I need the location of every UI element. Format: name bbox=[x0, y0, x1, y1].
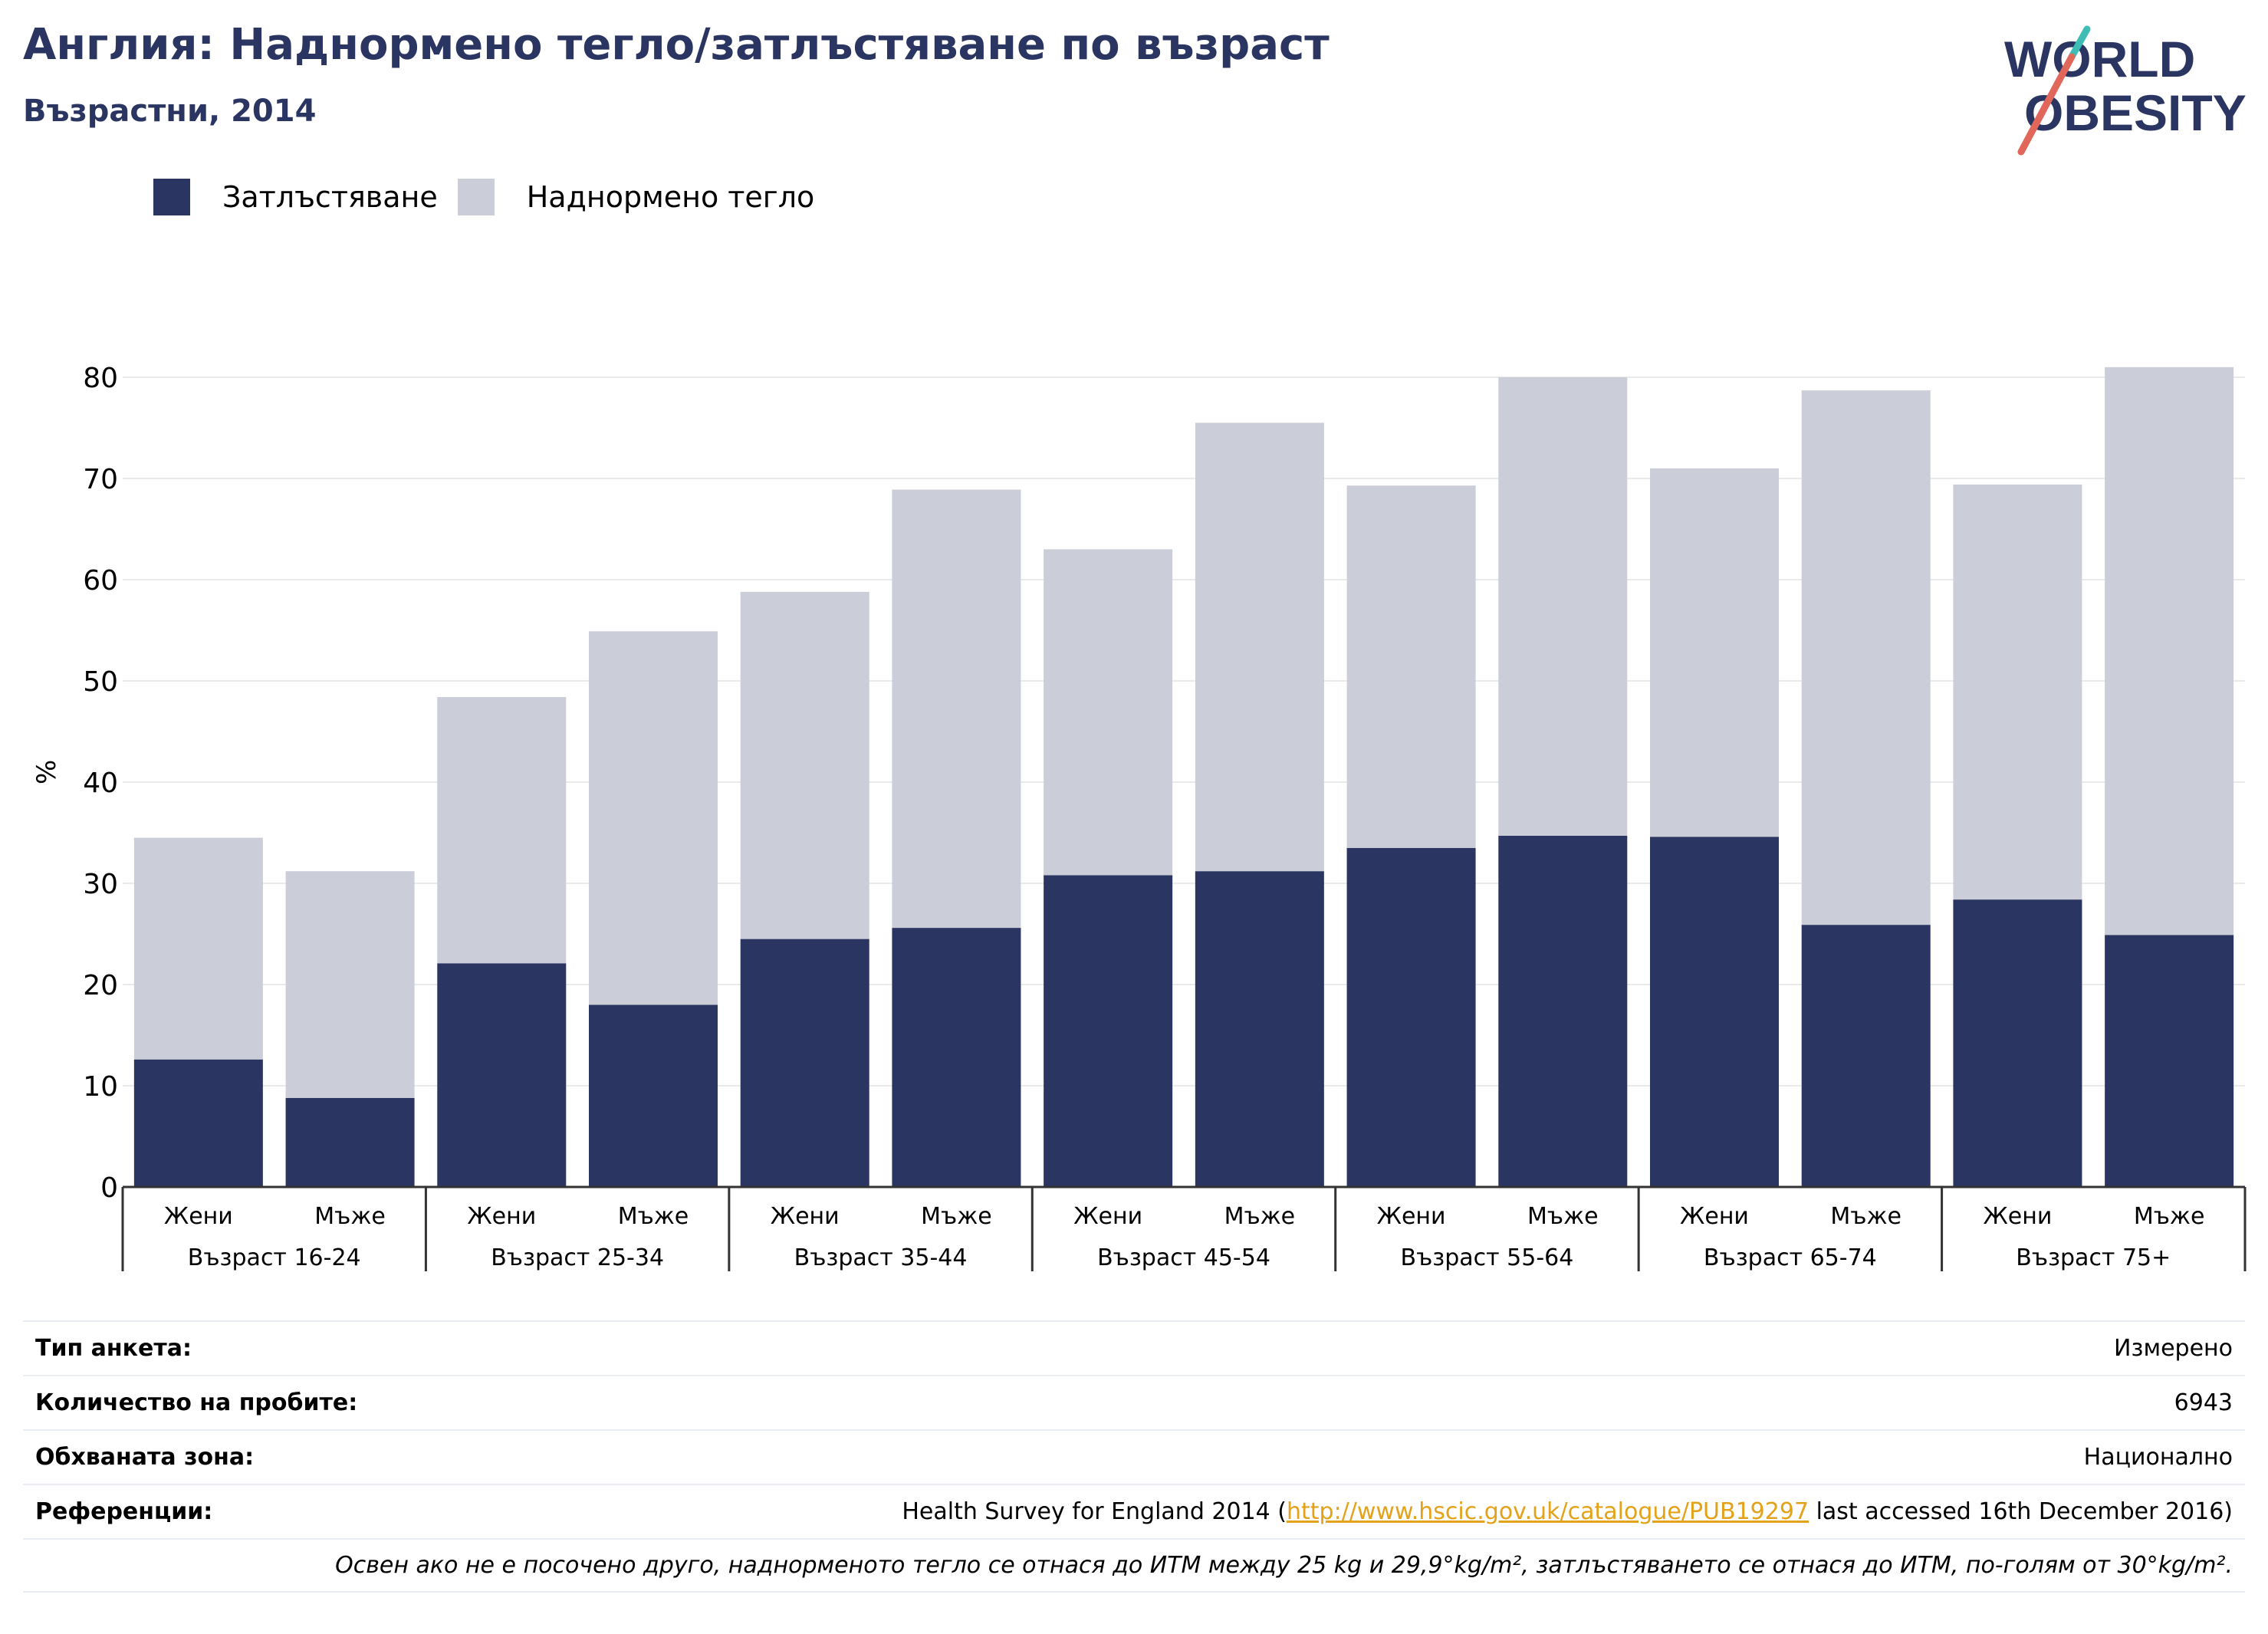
y-tick-label: 20 bbox=[83, 970, 118, 1001]
survey-type-value: Измерено bbox=[2114, 1335, 2233, 1362]
x-group-label: Възраст 55-64 bbox=[1401, 1244, 1574, 1271]
meta-row-sample-size: Количество на пробите: 6943 bbox=[23, 1375, 2245, 1429]
bar-obesity bbox=[1953, 899, 2082, 1187]
x-tick-label-sex: Жени bbox=[467, 1203, 536, 1230]
logo-text-obesity: OBESITY bbox=[2024, 84, 2247, 141]
legend-swatch-overweight bbox=[457, 179, 495, 215]
y-tick-label: 10 bbox=[83, 1071, 118, 1103]
x-tick-label-sex: Мъже bbox=[1527, 1203, 1599, 1230]
references-label: Референции: bbox=[35, 1498, 213, 1525]
meta-row-note: Освен ако не е посочено друго, наднормен… bbox=[23, 1538, 2245, 1593]
logo-slash-teal bbox=[2068, 25, 2091, 61]
bar-obesity bbox=[1801, 925, 1931, 1187]
x-tick-label-sex: Мъже bbox=[314, 1203, 386, 1230]
meta-row-survey-type: Тип анкета: Измерено bbox=[23, 1320, 2245, 1375]
x-tick-label-sex: Мъже bbox=[2134, 1203, 2205, 1230]
reference-link[interactable]: http://www.hscic.gov.uk/catalogue/PUB192… bbox=[1286, 1498, 1809, 1525]
bar-obesity bbox=[133, 1059, 263, 1187]
bar-obesity bbox=[1498, 835, 1628, 1187]
survey-type-label: Тип анкета: bbox=[35, 1335, 192, 1362]
x-tick-label-sex: Жени bbox=[1377, 1203, 1446, 1230]
x-tick-label-sex: Жени bbox=[1073, 1203, 1142, 1230]
logo-text-world: WORLD bbox=[2004, 31, 2195, 87]
bar-obesity bbox=[589, 1004, 718, 1187]
logo-slash-red bbox=[2017, 53, 2076, 156]
meta-row-references: Референции: Health Survey for England 20… bbox=[23, 1484, 2245, 1538]
x-tick-label-sex: Мъже bbox=[1830, 1203, 1902, 1230]
bar-obesity bbox=[740, 939, 869, 1187]
bar-overweight bbox=[1346, 485, 1476, 848]
legend-label-obesity: Затлъстяване bbox=[222, 180, 438, 214]
chart-legend: Затлъстяване Наднормено тегло bbox=[153, 178, 834, 216]
x-tick-label-sex: Жени bbox=[1680, 1203, 1749, 1230]
x-tick-label-sex: Мъже bbox=[1224, 1203, 1296, 1230]
world-obesity-logo: WORLD OBESITY bbox=[2004, 25, 2247, 156]
bar-obesity bbox=[1346, 847, 1476, 1187]
x-group-label: Възраст 35-44 bbox=[794, 1244, 968, 1271]
definition-note: Освен ако не е посочено друго, наднормен… bbox=[335, 1552, 2233, 1579]
x-group-label: Възраст 45-54 bbox=[1097, 1244, 1270, 1271]
legend-swatch-obesity bbox=[153, 179, 190, 215]
y-tick-label: 80 bbox=[83, 363, 118, 394]
meta-row-area: Обхваната зона: Национално bbox=[23, 1429, 2245, 1484]
bar-obesity bbox=[1195, 871, 1324, 1187]
bar-overweight bbox=[589, 631, 718, 1005]
bar-overweight bbox=[1195, 422, 1324, 872]
y-tick-label: 30 bbox=[83, 869, 118, 900]
page-title: Англия: Наднормено тегло/затлъстяване по… bbox=[23, 20, 1330, 70]
stacked-bar-chart: 0 10 20 30 40 50 60 70 80% Жени Мъже Жени Мъже Жени Мъ… bbox=[31, 363, 2247, 1271]
y-tick-label: 50 bbox=[83, 666, 118, 698]
legend-label-overweight: Наднормено тегло bbox=[526, 180, 815, 214]
area-label: Обхваната зона: bbox=[35, 1444, 255, 1471]
reference-suffix: last accessed 16th December 2016) bbox=[1809, 1498, 2233, 1525]
bar-overweight bbox=[133, 837, 263, 1060]
area-value: Национално bbox=[2083, 1444, 2233, 1471]
page-subtitle: Възрастни, 2014 bbox=[23, 94, 317, 129]
legend-item-obesity[interactable]: Затлъстяване bbox=[153, 179, 438, 215]
bar-obesity bbox=[1044, 875, 1173, 1187]
reference-prefix: Health Survey for England 2014 ( bbox=[902, 1498, 1287, 1525]
x-tick-label-sex: Мъже bbox=[618, 1203, 689, 1230]
bar-overweight bbox=[1953, 484, 2082, 900]
sample-size-value: 6943 bbox=[2174, 1389, 2233, 1416]
bar-obesity bbox=[285, 1097, 415, 1187]
x-group-label: Възраст 75+ bbox=[2016, 1244, 2171, 1271]
bar-overweight bbox=[1498, 377, 1628, 836]
x-tick-label-sex: Мъже bbox=[921, 1203, 992, 1230]
legend-item-overweight[interactable]: Наднормено тегло bbox=[457, 179, 815, 215]
y-tick-label: 0 bbox=[100, 1172, 118, 1204]
bar-obesity bbox=[2105, 935, 2234, 1187]
x-tick-label-sex: Жени bbox=[164, 1203, 233, 1230]
bar-overweight bbox=[740, 591, 869, 939]
bar-overweight bbox=[1650, 468, 1779, 837]
y-tick-label: 40 bbox=[83, 768, 118, 799]
y-axis-label: % bbox=[31, 760, 62, 784]
x-group-label: Възраст 65-74 bbox=[1704, 1244, 1877, 1271]
bar-obesity bbox=[437, 963, 567, 1187]
x-group-label: Възраст 25-34 bbox=[491, 1244, 664, 1271]
bar-overweight bbox=[1801, 390, 1931, 925]
y-tick-label: 60 bbox=[83, 565, 118, 597]
survey-details-table: Тип анкета: Измерено Количество на проби… bbox=[23, 1320, 2245, 1593]
sample-size-label: Количество на пробите: bbox=[35, 1389, 358, 1416]
references-value: Health Survey for England 2014 (http://w… bbox=[902, 1498, 2233, 1525]
bar-obesity bbox=[1650, 837, 1779, 1187]
bar-obesity bbox=[892, 928, 1021, 1187]
bar-overweight bbox=[437, 697, 567, 964]
bar-overweight bbox=[1044, 549, 1173, 876]
x-group-label: Възраст 16-24 bbox=[188, 1244, 361, 1271]
bar-overweight bbox=[892, 489, 1021, 929]
x-tick-label-sex: Жени bbox=[771, 1203, 840, 1230]
y-tick-label: 70 bbox=[83, 464, 118, 495]
x-tick-label-sex: Жени bbox=[1983, 1203, 2052, 1230]
bar-overweight bbox=[2105, 367, 2234, 935]
bar-overweight bbox=[285, 871, 415, 1098]
